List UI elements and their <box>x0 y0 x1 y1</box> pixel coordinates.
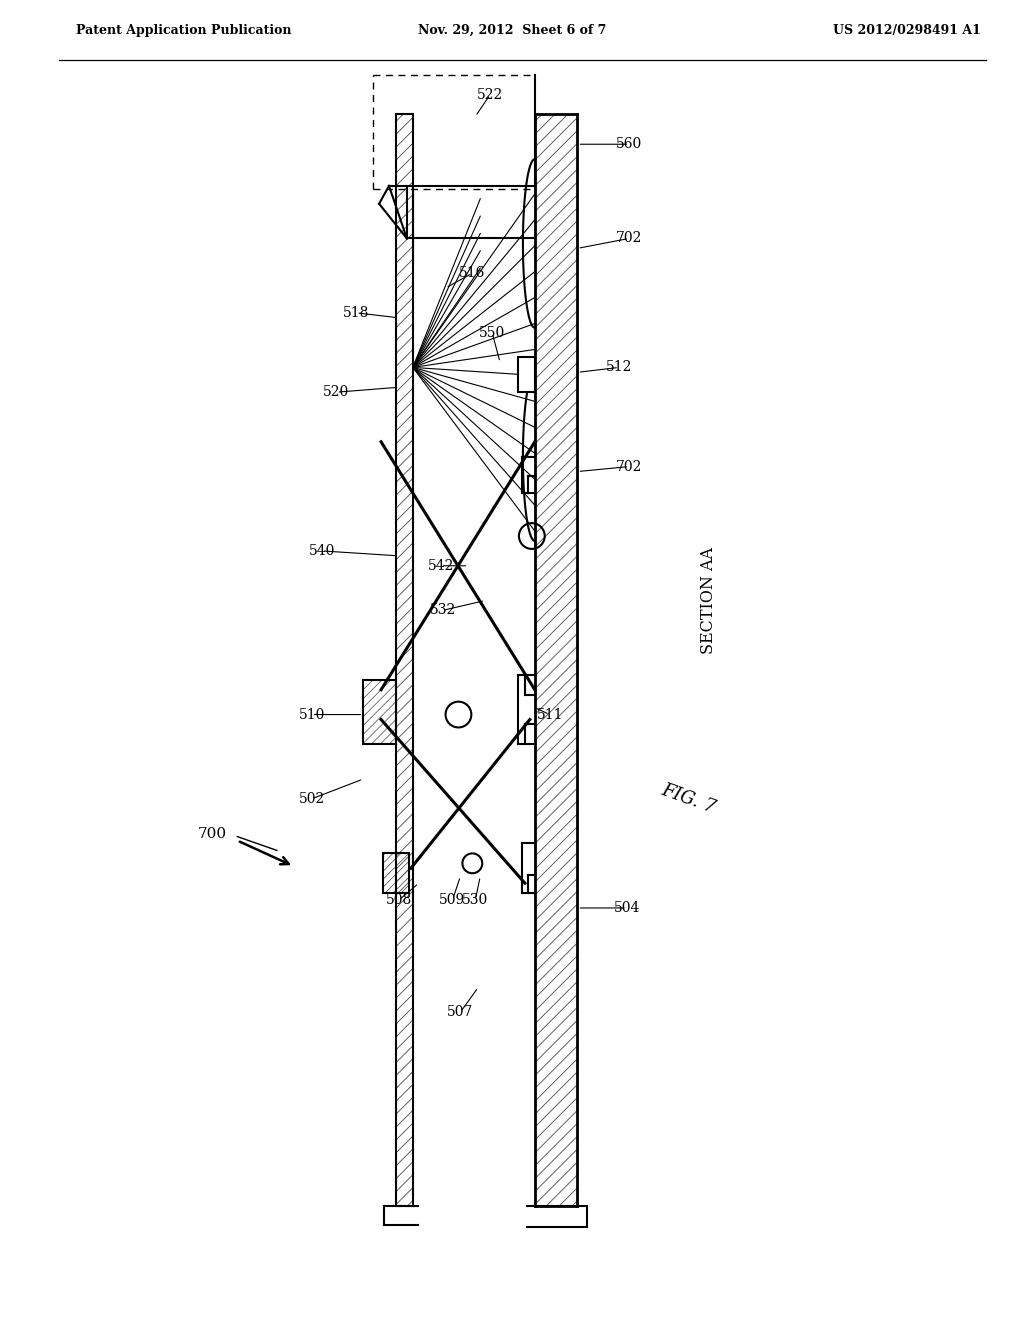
Text: 540: 540 <box>308 544 335 558</box>
Text: 512: 512 <box>606 360 632 375</box>
Text: SECTION AA: SECTION AA <box>699 546 717 653</box>
Text: Patent Application Publication: Patent Application Publication <box>76 24 291 37</box>
Text: 702: 702 <box>615 231 642 246</box>
Text: Nov. 29, 2012  Sheet 6 of 7: Nov. 29, 2012 Sheet 6 of 7 <box>418 24 606 37</box>
Text: 510: 510 <box>298 708 325 722</box>
Text: 532: 532 <box>429 603 456 618</box>
Text: 520: 520 <box>324 385 349 399</box>
Text: 550: 550 <box>479 326 505 339</box>
Text: 522: 522 <box>477 87 504 102</box>
Text: 507: 507 <box>447 1005 474 1019</box>
Text: FIG. 7: FIG. 7 <box>659 780 718 817</box>
Text: 502: 502 <box>299 792 325 807</box>
Text: 518: 518 <box>343 306 370 319</box>
Text: US 2012/0298491 A1: US 2012/0298491 A1 <box>834 24 981 37</box>
Bar <box>364 680 396 744</box>
Bar <box>383 854 409 894</box>
Text: 516: 516 <box>459 267 485 280</box>
Text: 542: 542 <box>427 558 454 573</box>
Text: 702: 702 <box>615 459 642 474</box>
Text: 530: 530 <box>462 894 488 907</box>
Text: 504: 504 <box>613 902 640 915</box>
Text: 508: 508 <box>386 894 412 907</box>
Text: 509: 509 <box>439 894 466 907</box>
Text: 560: 560 <box>615 137 642 152</box>
Text: 700: 700 <box>198 826 227 841</box>
Text: 511: 511 <box>537 708 563 722</box>
Bar <box>518 358 535 392</box>
